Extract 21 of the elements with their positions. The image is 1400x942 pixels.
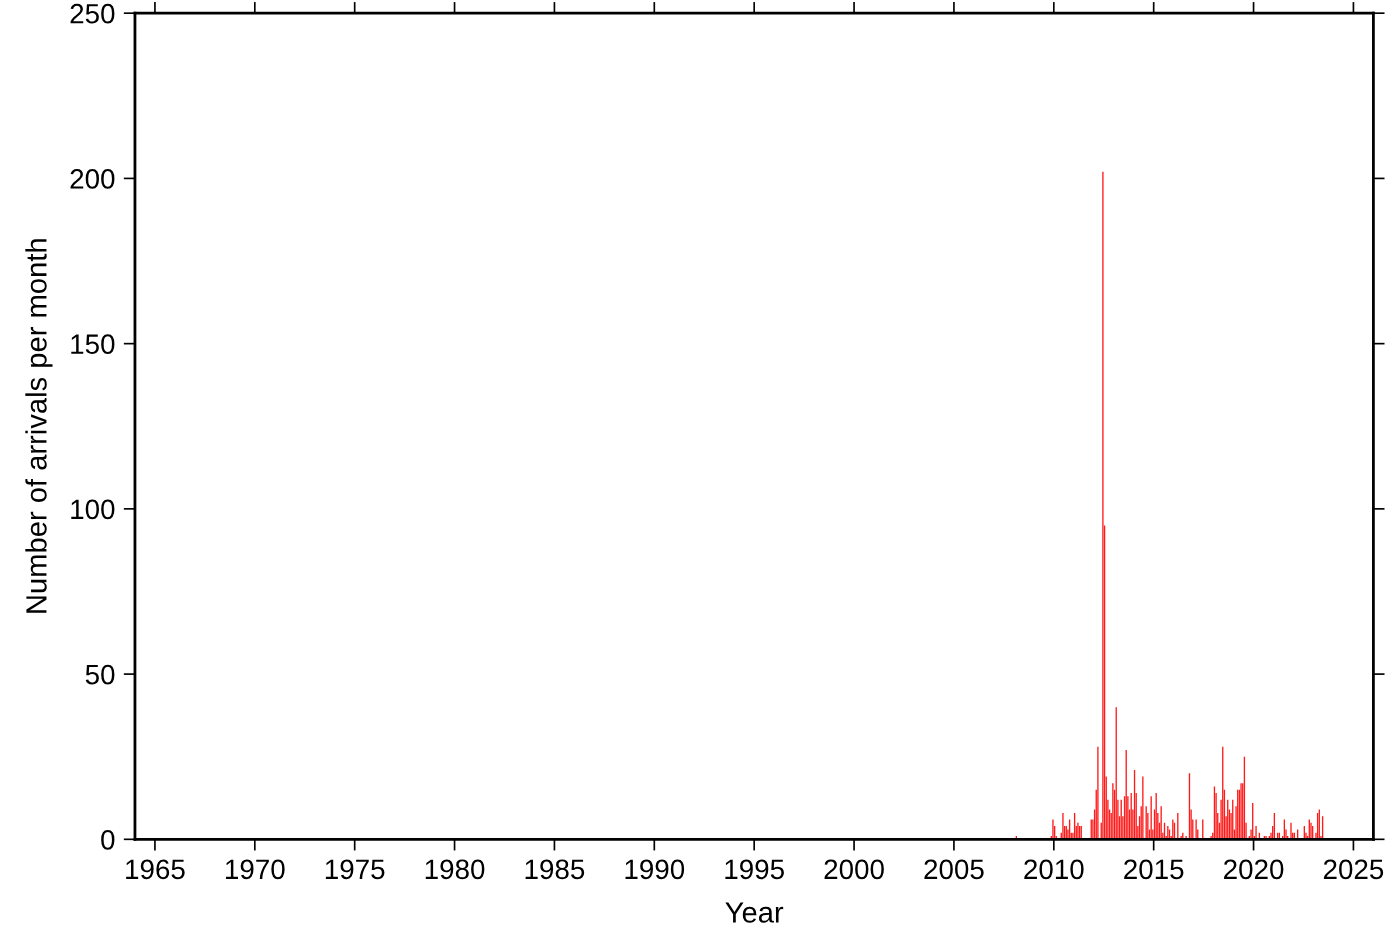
x-tick-label: 1970: [226, 859, 285, 880]
x-tick-label: 2020: [1224, 859, 1284, 880]
y-tick-label: 0: [101, 829, 115, 850]
x-tick-label: 2025: [1323, 859, 1384, 880]
y-axis-title: Number of arrivals per month: [25, 239, 53, 613]
y-tick-label: 150: [71, 334, 115, 354]
x-tick-label: 1995: [725, 859, 784, 880]
x-tick-label: 1990: [625, 859, 685, 880]
x-tick-label: 1980: [425, 859, 485, 880]
x-tick-label: 1965: [126, 859, 185, 880]
y-tick-label: 200: [70, 169, 115, 189]
x-tick-label: 1975: [325, 859, 385, 880]
x-tick-label: 2005: [924, 859, 984, 880]
y-tick-label: 50: [85, 664, 115, 685]
x-tick-label: 2000: [824, 859, 884, 880]
y-tick-label: 100: [71, 499, 115, 520]
x-axis-title: Year: [725, 902, 784, 923]
x-tick-label: 2015: [1124, 859, 1184, 880]
x-tick-label: 2010: [1024, 859, 1084, 880]
x-tick-label: 1985: [525, 859, 585, 880]
y-tick-label: 250: [70, 3, 115, 24]
